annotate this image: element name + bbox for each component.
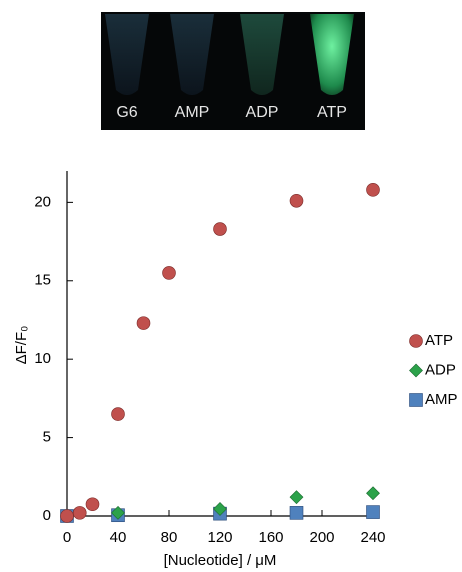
y-tick-label: 5 — [43, 429, 51, 446]
y-tick-label: 10 — [34, 350, 51, 367]
x-tick-label: 160 — [258, 529, 283, 546]
legend-marker — [409, 393, 423, 407]
marker — [213, 222, 227, 236]
tube — [240, 14, 284, 95]
x-axis-label: [Nucleotide] / μM — [164, 552, 277, 569]
legend-label: ADP — [425, 361, 456, 378]
marker — [366, 183, 380, 197]
tube — [105, 14, 149, 95]
tube-label: ADP — [246, 104, 279, 121]
x-tick-label: 200 — [309, 529, 334, 546]
legend-marker — [409, 363, 423, 378]
marker — [85, 497, 100, 512]
marker — [213, 502, 227, 516]
legend-marker — [409, 334, 423, 348]
y-tick-label: 15 — [34, 272, 51, 289]
photo: G6 AMP ADP ATP — [101, 12, 365, 130]
marker — [136, 316, 151, 330]
tube — [170, 14, 214, 95]
legend-label: AMP — [425, 391, 458, 408]
marker — [162, 266, 176, 280]
marker — [111, 407, 125, 421]
y-tick-label: 0 — [43, 507, 51, 524]
marker — [289, 506, 304, 520]
x-tick-label: 40 — [110, 529, 127, 546]
x-tick-label: 240 — [360, 529, 385, 546]
x-tick-label: 80 — [161, 529, 178, 546]
marker — [289, 193, 304, 208]
tube-label: G6 — [116, 104, 137, 121]
y-tick-label: 20 — [34, 193, 51, 210]
x-tick-label: 120 — [207, 529, 232, 546]
marker — [366, 486, 380, 501]
tube — [310, 14, 354, 95]
marker — [289, 490, 304, 505]
x-tick-label: 0 — [63, 529, 71, 546]
legend-label: ATP — [425, 332, 453, 349]
marker — [72, 506, 87, 520]
y-axis-label: ΔF/F₀ — [13, 326, 30, 365]
marker — [111, 505, 125, 520]
tube-label: AMP — [175, 104, 210, 121]
tube-label: ATP — [317, 104, 347, 121]
marker — [366, 505, 380, 519]
marker — [60, 509, 74, 523]
